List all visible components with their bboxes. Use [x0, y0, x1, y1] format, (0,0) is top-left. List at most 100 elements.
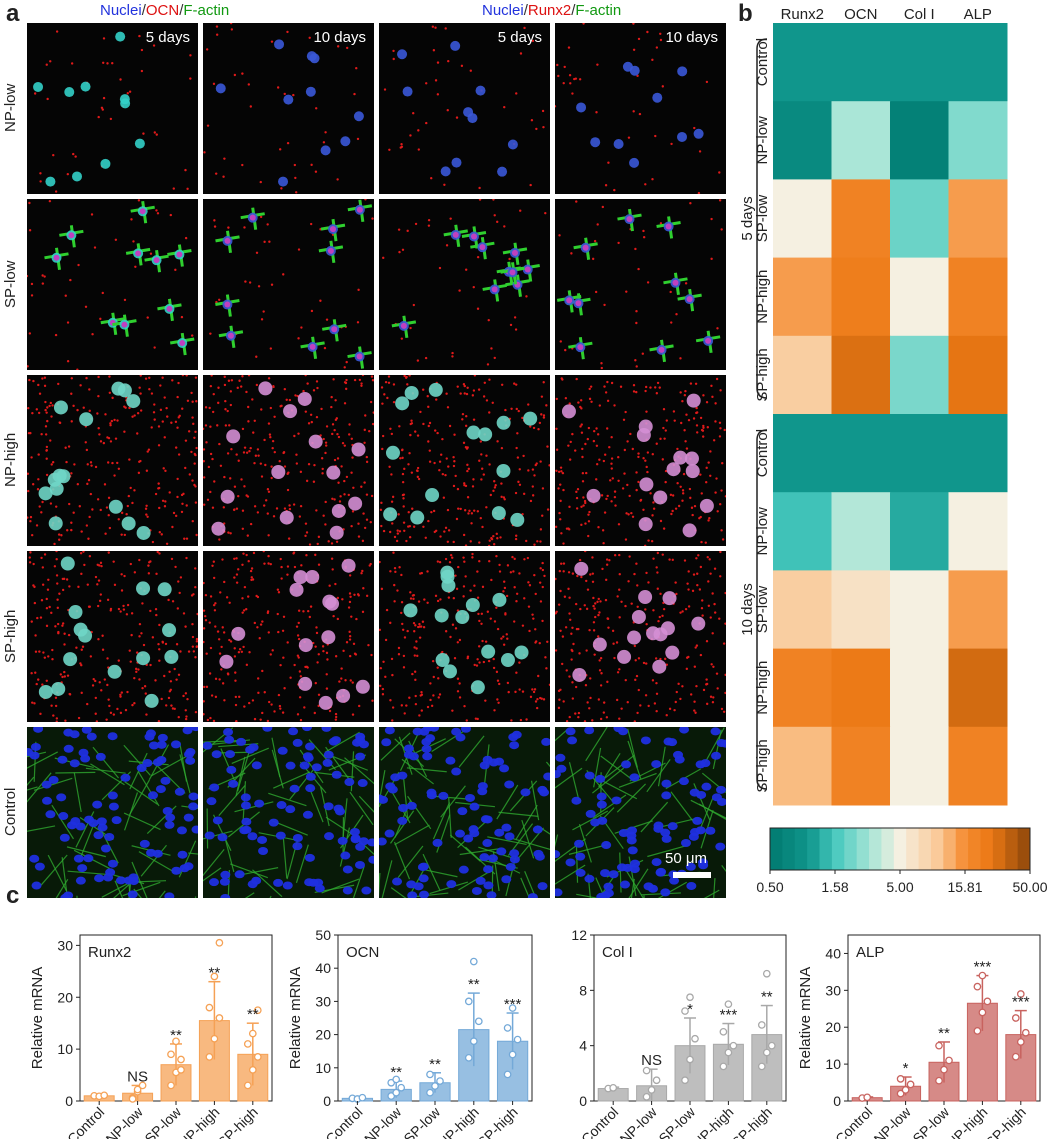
y-tick-label: 30 — [825, 982, 841, 998]
heatmap-cell — [890, 726, 949, 806]
microscopy-grid: 5 days 10 days 5 days 10 days 50 μm — [27, 23, 732, 900]
y-tick-label: 20 — [315, 1027, 331, 1043]
bar-chart-0: Runx2 0 10 20 30 Relative mRNA Control NS NP-low… — [29, 934, 273, 1139]
data-point — [642, 1066, 651, 1075]
data-point — [397, 1083, 406, 1092]
heatmap-cell — [831, 23, 891, 102]
data-point — [901, 1086, 910, 1094]
colorbar-tick-label: 50.00 — [1012, 879, 1047, 895]
x-tick-label: SP-high — [982, 1104, 1029, 1139]
y-tick-label: 40 — [825, 945, 841, 961]
bar-chart-2: Col I 0 4 8 12 Control NS NP-low * SP-low *** NP-hi… — [571, 927, 787, 1139]
panel-b-letter: b — [738, 0, 753, 27]
heatmap-cell — [890, 492, 949, 571]
x-tick-label: Control — [578, 1104, 621, 1139]
x-tick-label: SP-low — [400, 1103, 443, 1139]
micrograph-sp-high-5d-runx2 — [379, 551, 550, 722]
colorbar-tick-label: 15.81 — [947, 879, 982, 895]
heatmap-cell — [773, 257, 832, 337]
bar-chart-3: ALP 0 10 20 30 40 Relative mRNA Control * NP-low *… — [797, 934, 1041, 1139]
significance-label: *** — [974, 959, 992, 976]
micrograph-np-low-10d-runx2: 10 days — [555, 23, 726, 194]
data-point — [436, 1077, 444, 1085]
heatmap-cell — [890, 414, 949, 493]
colorbar-segment — [819, 828, 833, 870]
data-point — [609, 1084, 618, 1092]
heatmap-row-label: SP-low — [754, 586, 771, 634]
y-tick-label: 20 — [825, 1019, 841, 1035]
data-point — [210, 972, 219, 981]
heatmap-col-label: ALP — [964, 6, 992, 23]
heatmap-cell — [831, 414, 891, 493]
data-point — [729, 1041, 738, 1050]
micrograph-control-5d-ocn — [27, 727, 198, 898]
x-tick-label: SP-high — [474, 1104, 521, 1139]
data-point — [248, 1066, 257, 1074]
significance-label: *** — [1012, 994, 1030, 1011]
micrograph-np-high-5d-runx2 — [379, 375, 550, 546]
y-tick-label: 8 — [579, 982, 587, 998]
data-point — [469, 1037, 478, 1046]
heatmap-cell — [831, 179, 891, 259]
heatmap-row-label: SP-high — [754, 348, 771, 401]
colorbar-segment — [992, 828, 1006, 870]
colorbar-segment — [831, 828, 845, 870]
group-bracket — [756, 38, 768, 399]
significance-label: ** — [390, 1064, 402, 1081]
heatmap-cell — [890, 570, 949, 650]
heatmap-row-label: Control — [754, 429, 771, 477]
y-tick-label: 12 — [571, 927, 587, 943]
colorbar-segment — [807, 828, 821, 870]
x-tick-label: Control — [832, 1104, 875, 1139]
colorbar-segment — [955, 828, 969, 870]
y-tick-label: 0 — [323, 1093, 331, 1109]
heatmap-cell — [773, 179, 832, 259]
colorbar-tick-label: 5.00 — [886, 879, 913, 895]
x-tick-label: NP-low — [616, 1103, 660, 1139]
heatmap-cell — [831, 648, 891, 728]
heatmap-cell — [890, 648, 949, 728]
data-point — [426, 1088, 434, 1097]
heatmap-cell — [773, 414, 832, 493]
significance-label: ** — [429, 1056, 441, 1073]
data-point — [647, 1086, 656, 1094]
data-point — [248, 1029, 257, 1038]
y-tick-label: 50 — [315, 927, 331, 943]
data-point — [691, 1034, 699, 1043]
significance-label: * — [903, 1060, 909, 1077]
data-point — [138, 1081, 147, 1090]
data-point — [945, 1056, 953, 1065]
row-label-np-low: NP-low — [2, 83, 19, 133]
y-tick-label: 0 — [579, 1093, 587, 1109]
data-point — [508, 1004, 517, 1012]
heatmap-cell — [773, 726, 832, 806]
heatmap-row-label: Control — [754, 38, 771, 86]
heatmap-cell — [890, 179, 949, 259]
colorbar-segment — [918, 828, 932, 870]
data-point — [757, 1021, 766, 1029]
micrograph-np-low-5d-ocn: 5 days — [27, 23, 198, 194]
colorbar-segment — [968, 828, 981, 870]
colorbar-segment — [906, 828, 920, 870]
x-tick-label: SP-high — [728, 1104, 775, 1139]
data-point — [681, 1076, 689, 1085]
heatmap-cell — [948, 492, 1008, 571]
y-tick-label: 10 — [825, 1056, 841, 1072]
colorbar-tick-label: 1.58 — [821, 879, 848, 895]
significance-label: ** — [938, 1025, 950, 1042]
data-point — [167, 1050, 175, 1059]
colorbar-segment — [856, 828, 870, 870]
data-point — [896, 1089, 905, 1098]
data-point — [1011, 1014, 1020, 1022]
data-point — [978, 1008, 987, 1017]
data-point — [392, 1075, 401, 1084]
heatmap-cell — [890, 101, 949, 180]
bar-chart-1: OCN 0 10 20 30 40 50 Relative mRNA Control ** NP-l… — [287, 927, 533, 1139]
heatmap-cell — [831, 101, 891, 180]
micrograph-control-10d-runx2: 50 μm — [555, 727, 726, 898]
data-point — [652, 1076, 661, 1085]
data-point — [724, 1000, 733, 1009]
heatmap-chart: Runx2 OCN Col I ALP Control NP-low SP-low NP-hi… — [739, 6, 1048, 895]
heatmap-col-label: OCN — [844, 6, 877, 23]
y-tick-label: 30 — [315, 993, 331, 1009]
